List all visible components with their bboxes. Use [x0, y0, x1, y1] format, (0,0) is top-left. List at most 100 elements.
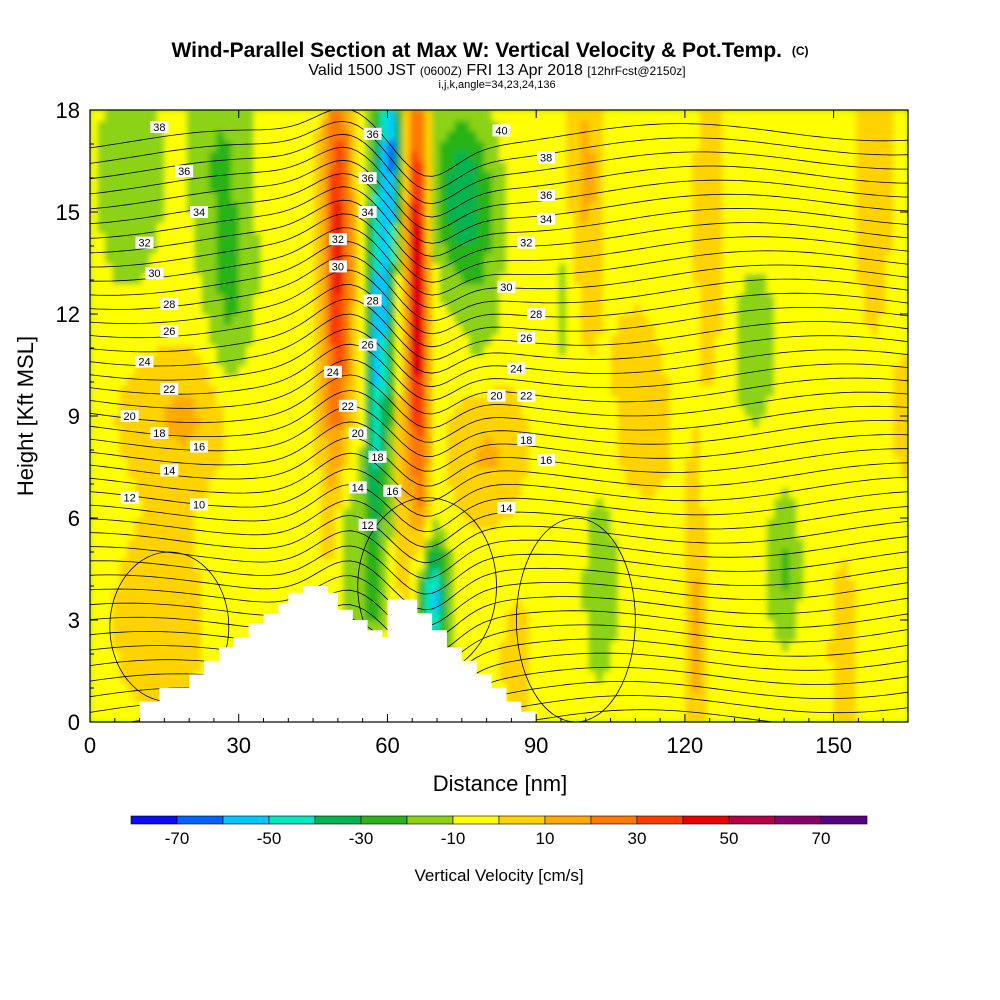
- field-cell: [699, 711, 708, 722]
- field-cell: [432, 365, 441, 376]
- field-cell: [662, 426, 671, 438]
- field-cell: [521, 660, 530, 672]
- field-cell: [670, 681, 679, 693]
- field-cell: [283, 293, 292, 305]
- field-cell: [179, 477, 188, 489]
- field-cell: [565, 232, 575, 244]
- field-cell: [543, 599, 552, 611]
- field-cell: [491, 110, 500, 121]
- field-cell: [261, 538, 270, 550]
- field-cell: [424, 130, 433, 142]
- field-cell: [134, 528, 143, 540]
- field-cell: [350, 191, 359, 203]
- field-cell: [313, 283, 322, 295]
- field-cell: [565, 640, 575, 652]
- field-cell: [171, 375, 180, 387]
- field-cell: [253, 344, 262, 356]
- field-cell: [365, 497, 374, 509]
- field-cell: [402, 293, 411, 305]
- field-cell: [461, 599, 470, 611]
- field-cell: [573, 518, 582, 529]
- field-cell: [640, 569, 649, 580]
- field-cell: [513, 405, 523, 417]
- field-cell: [632, 436, 642, 448]
- field-cell: [655, 405, 664, 417]
- field-cell: [127, 191, 136, 203]
- field-cell: [164, 620, 173, 631]
- field-cell: [409, 130, 418, 142]
- field-cell: [402, 130, 411, 142]
- field-cell: [588, 640, 597, 652]
- field-cell: [655, 375, 664, 387]
- chart-indices: i,j,k,angle=34,23,24,136: [438, 79, 555, 91]
- field-cell: [603, 446, 612, 458]
- field-cell: [677, 711, 686, 722]
- field-cell: [618, 242, 627, 254]
- field-cell: [543, 630, 552, 642]
- field-cell: [565, 150, 575, 162]
- field-cell: [283, 354, 292, 366]
- field-cell: [565, 630, 575, 642]
- field-cell: [127, 314, 136, 325]
- field-cell: [186, 640, 195, 652]
- field-cell: [380, 140, 389, 152]
- field-cell: [573, 120, 582, 132]
- field-cell: [194, 334, 203, 346]
- field-cell: [543, 395, 552, 407]
- field-cell: [662, 354, 671, 366]
- field-cell: [536, 293, 545, 305]
- field-cell: [223, 201, 233, 213]
- field-cell: [543, 303, 552, 315]
- field-cell: [588, 120, 597, 132]
- field-cell: [632, 497, 642, 509]
- field-cell: [171, 660, 180, 672]
- field-cell: [699, 201, 708, 213]
- field-cell: [164, 242, 173, 254]
- field-cell: [216, 609, 225, 621]
- field-cell: [558, 599, 567, 611]
- field-cell: [662, 528, 671, 540]
- field-cell: [320, 212, 329, 223]
- field-cell: [588, 232, 597, 244]
- field-cell: [305, 538, 314, 550]
- field-cell: [446, 130, 456, 142]
- field-cell: [446, 487, 456, 499]
- field-cell: [90, 120, 99, 132]
- field-cell: [684, 477, 694, 489]
- field-cell: [216, 436, 225, 448]
- field-cell: [461, 446, 470, 458]
- field-cell: [268, 599, 277, 611]
- field-cell: [558, 528, 567, 540]
- field-cell: [387, 579, 396, 591]
- field-cell: [142, 477, 151, 489]
- field-cell: [209, 548, 218, 560]
- field-cell: [298, 273, 307, 285]
- field-cell: [149, 497, 158, 509]
- field-cell: [320, 446, 329, 458]
- field-cell: [432, 487, 441, 499]
- field-cell: [595, 212, 604, 223]
- field-cell: [595, 110, 604, 121]
- field-cell: [499, 436, 508, 448]
- field-cell: [231, 548, 240, 560]
- field-cell: [238, 242, 247, 254]
- field-cell: [670, 324, 679, 336]
- field-cell: [432, 436, 441, 448]
- field-cell: [104, 161, 114, 172]
- field-cell: [112, 222, 121, 234]
- field-cell: [692, 558, 701, 570]
- field-cell: [595, 569, 604, 580]
- field-cell: [640, 130, 649, 142]
- field-cell: [484, 365, 493, 376]
- field-cell: [290, 150, 299, 162]
- field-cell: [513, 548, 523, 560]
- field-cell: [209, 456, 218, 468]
- field-cell: [97, 191, 106, 203]
- field-cell: [409, 150, 418, 162]
- field-cell: [142, 507, 151, 519]
- field-cell: [275, 334, 285, 346]
- field-cell: [610, 599, 619, 611]
- field-cell: [350, 150, 359, 162]
- field-cell: [625, 334, 634, 346]
- field-cell: [104, 650, 114, 662]
